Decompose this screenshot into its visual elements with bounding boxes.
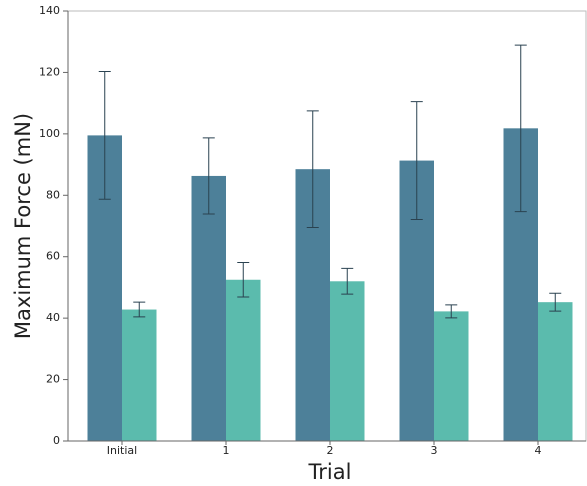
error-bar bbox=[514, 44, 527, 213]
error-bar bbox=[306, 110, 319, 229]
y-tick-label: 100 bbox=[39, 127, 60, 140]
x-axis-title: Trial bbox=[308, 460, 352, 484]
error-bar bbox=[237, 262, 250, 298]
x-tick-label: 4 bbox=[535, 444, 542, 457]
y-tick-label: 0 bbox=[53, 434, 60, 447]
y-tick-label: 40 bbox=[46, 311, 60, 324]
y-tick-label: 120 bbox=[39, 65, 60, 78]
error-bar bbox=[549, 292, 562, 312]
y-tick-label: 60 bbox=[46, 250, 60, 263]
bar bbox=[191, 175, 226, 441]
bar bbox=[122, 309, 157, 441]
bar bbox=[330, 281, 365, 441]
y-tick-label: 80 bbox=[46, 188, 60, 201]
x-tick-label: 2 bbox=[327, 444, 334, 457]
y-tick-label: 140 bbox=[39, 4, 60, 17]
bar bbox=[226, 279, 261, 441]
x-tick-label: 1 bbox=[223, 444, 230, 457]
bar bbox=[434, 311, 469, 441]
error-bar bbox=[341, 267, 354, 295]
bar bbox=[538, 302, 573, 441]
error-bar bbox=[98, 71, 111, 200]
x-tick-label: Initial bbox=[107, 444, 137, 457]
error-bar bbox=[410, 101, 423, 221]
error-bar bbox=[445, 304, 458, 319]
x-tick-label: 3 bbox=[431, 444, 438, 457]
error-bar bbox=[133, 301, 146, 318]
y-axis-title: Maximum Force (mN) bbox=[11, 113, 35, 339]
error-bar bbox=[202, 137, 215, 215]
y-tick-label: 20 bbox=[46, 373, 60, 386]
